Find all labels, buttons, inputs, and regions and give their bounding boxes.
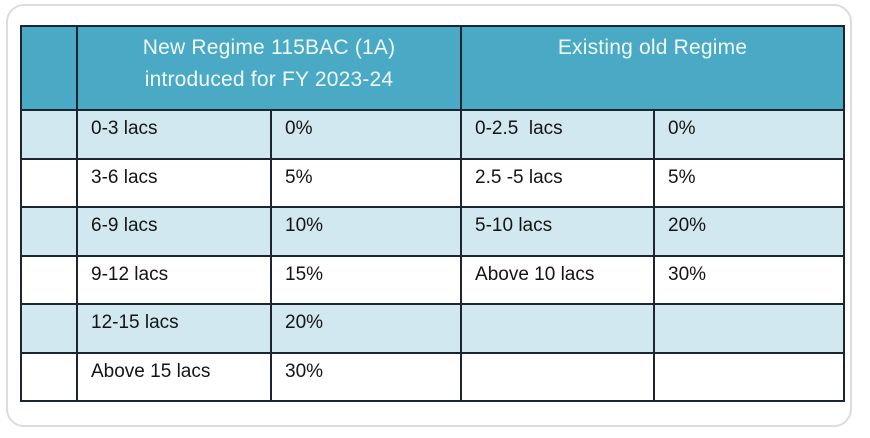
table-row: 12-15 lacs 20% <box>20 303 846 354</box>
table-row: 3-6 lacs 5% 2.5 -5 lacs 5% <box>20 157 846 208</box>
new-regime-rate-cell: 30% <box>269 351 463 402</box>
new-regime-rate-cell: 0% <box>269 109 463 160</box>
table-row: 9-12 lacs 15% Above 10 lacs 30% <box>20 254 846 305</box>
stub-cell <box>20 109 78 160</box>
old-regime-slab-cell <box>460 351 656 402</box>
old-regime-slab-cell: 5-10 lacs <box>460 206 656 257</box>
old-regime-rate-cell: 0% <box>653 109 846 160</box>
new-regime-rate-cell: 20% <box>269 303 463 354</box>
new-regime-rate-cell: 15% <box>269 254 463 305</box>
old-regime-slab-cell <box>460 303 656 354</box>
table-row: 0-3 lacs 0% 0-2.5 lacs 0% <box>20 109 846 160</box>
corner-header-cell <box>20 25 78 111</box>
old-regime-rate-cell: 5% <box>653 157 846 208</box>
old-regime-header-cell: Existing old Regime <box>460 25 846 111</box>
stub-cell <box>20 303 78 354</box>
stub-cell <box>20 351 78 402</box>
stub-cell <box>20 206 78 257</box>
table-row: Above 15 lacs 30% <box>20 351 846 402</box>
old-regime-rate-cell: 30% <box>653 254 846 305</box>
new-regime-header-line2: introduced for FY 2023-24 <box>144 68 394 91</box>
old-regime-rate-cell: 20% <box>653 206 846 257</box>
table-card: New Regime 115BAC (1A) introduced for FY… <box>6 4 852 427</box>
old-regime-rate-cell <box>653 303 846 354</box>
new-regime-slab-cell: 6-9 lacs <box>76 206 272 257</box>
new-regime-slab-cell: 0-3 lacs <box>76 109 272 160</box>
stub-cell <box>20 157 78 208</box>
new-regime-rate-cell: 10% <box>269 206 463 257</box>
old-regime-slab-cell: 0-2.5 lacs <box>460 109 656 160</box>
new-regime-slab-cell: Above 15 lacs <box>76 351 272 402</box>
old-regime-rate-cell <box>653 351 846 402</box>
old-regime-slab-cell: 2.5 -5 lacs <box>460 157 656 208</box>
tax-slab-comparison-table: New Regime 115BAC (1A) introduced for FY… <box>20 25 846 402</box>
new-regime-slab-cell: 9-12 lacs <box>76 254 272 305</box>
new-regime-slab-cell: 3-6 lacs <box>76 157 272 208</box>
stub-cell <box>20 254 78 305</box>
old-regime-slab-cell: Above 10 lacs <box>460 254 656 305</box>
header-row: New Regime 115BAC (1A) introduced for FY… <box>20 25 846 111</box>
table-row: 6-9 lacs 10% 5-10 lacs 20% <box>20 206 846 257</box>
new-regime-slab-cell: 12-15 lacs <box>76 303 272 354</box>
new-regime-rate-cell: 5% <box>269 157 463 208</box>
new-regime-header-cell: New Regime 115BAC (1A) introduced for FY… <box>75 25 463 111</box>
new-regime-header-line1: New Regime 115BAC (1A) <box>142 36 396 59</box>
